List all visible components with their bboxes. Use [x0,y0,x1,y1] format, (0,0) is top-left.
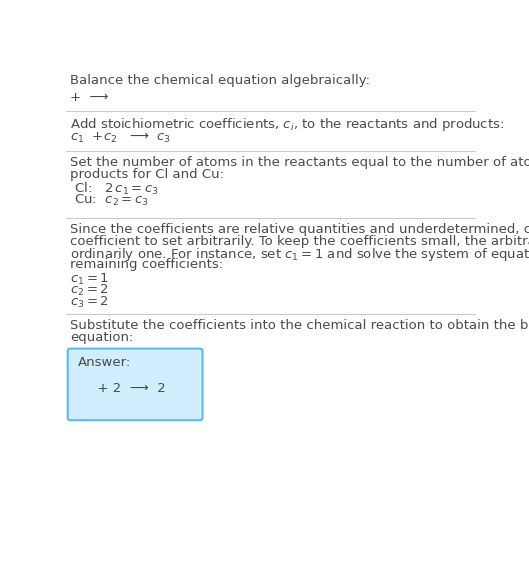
Text: products for Cl and Cu:: products for Cl and Cu: [70,168,224,181]
Text: + 2  ⟶  2: + 2 ⟶ 2 [89,382,166,395]
Text: $c_1 = 1$: $c_1 = 1$ [70,271,109,287]
Text: $c_1$  +$c_2$   ⟶  $c_3$: $c_1$ +$c_2$ ⟶ $c_3$ [70,131,171,145]
Text: $c_2 = 2$: $c_2 = 2$ [70,283,109,298]
Text: coefficient to set arbitrarily. To keep the coefficients small, the arbitrary va: coefficient to set arbitrarily. To keep … [70,235,529,248]
Text: ordinarily one. For instance, set $c_1 = 1$ and solve the system of equations fo: ordinarily one. For instance, set $c_1 =… [70,246,529,263]
Text: Answer:: Answer: [78,356,131,369]
Text: $c_3 = 2$: $c_3 = 2$ [70,294,109,310]
Text: Cl:   $2\,c_1 = c_3$: Cl: $2\,c_1 = c_3$ [70,181,159,197]
Text: Substitute the coefficients into the chemical reaction to obtain the balanced: Substitute the coefficients into the che… [70,319,529,332]
Text: Add stoichiometric coefficients, $c_i$, to the reactants and products:: Add stoichiometric coefficients, $c_i$, … [70,116,504,133]
FancyBboxPatch shape [68,348,203,420]
Text: remaining coefficients:: remaining coefficients: [70,258,223,271]
Text: Since the coefficients are relative quantities and underdetermined, choose a: Since the coefficients are relative quan… [70,223,529,236]
Text: Set the number of atoms in the reactants equal to the number of atoms in the: Set the number of atoms in the reactants… [70,156,529,169]
Text: equation:: equation: [70,331,133,344]
Text: Cu:  $c_2 = c_3$: Cu: $c_2 = c_3$ [70,193,149,208]
Text: +  ⟶: + ⟶ [70,91,108,104]
Text: Balance the chemical equation algebraically:: Balance the chemical equation algebraica… [70,74,370,87]
